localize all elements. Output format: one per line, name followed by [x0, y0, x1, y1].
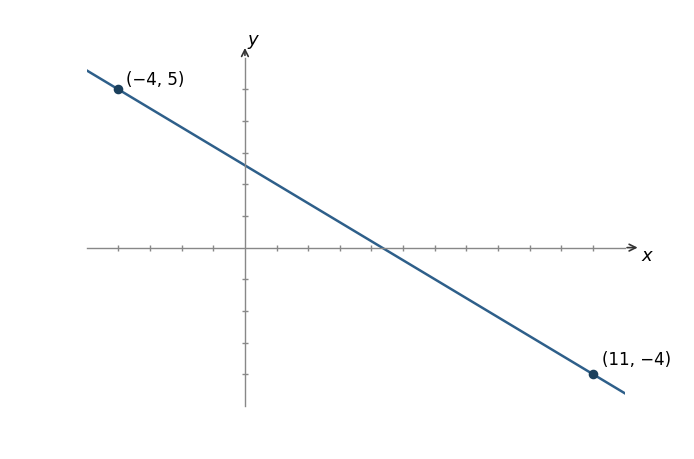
Point [113, 86, 124, 93]
Text: y: y [248, 31, 258, 50]
Text: (11, −4): (11, −4) [602, 351, 672, 369]
Text: (−4, 5): (−4, 5) [126, 71, 185, 89]
Point [587, 370, 598, 378]
Text: x: x [641, 246, 652, 264]
